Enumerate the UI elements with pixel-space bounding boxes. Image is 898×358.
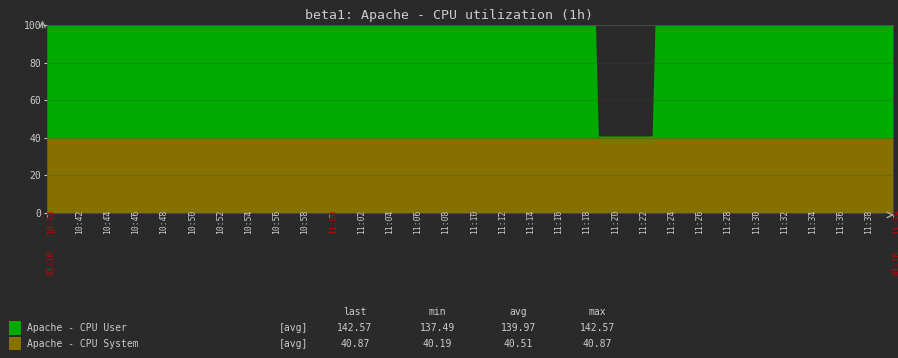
Text: 11:02: 11:02 xyxy=(357,210,365,234)
Text: 11:12: 11:12 xyxy=(497,210,506,234)
Text: 11:32: 11:32 xyxy=(779,210,788,234)
Text: Apache - CPU System: Apache - CPU System xyxy=(27,339,138,349)
Text: Apache - CPU User: Apache - CPU User xyxy=(27,323,127,333)
Text: 10:56: 10:56 xyxy=(272,210,281,234)
Text: avg: avg xyxy=(509,307,527,317)
Text: 01-18: 01-18 xyxy=(47,251,56,275)
Text: 10:50: 10:50 xyxy=(188,210,197,234)
Text: 11:36: 11:36 xyxy=(836,210,845,234)
Text: 11:24: 11:24 xyxy=(667,210,676,234)
Text: 11:16: 11:16 xyxy=(554,210,563,234)
Text: 11:06: 11:06 xyxy=(413,210,422,234)
Text: 142.57: 142.57 xyxy=(337,323,373,333)
Text: 11:18: 11:18 xyxy=(583,210,592,234)
Text: 11:10: 11:10 xyxy=(470,210,479,234)
Text: 10:52: 10:52 xyxy=(216,210,224,234)
Text: 11:30: 11:30 xyxy=(752,210,761,234)
Text: 10:48: 10:48 xyxy=(160,210,169,234)
Text: 40.19: 40.19 xyxy=(423,339,452,349)
Text: 11:20: 11:20 xyxy=(611,210,620,234)
Text: 11:34: 11:34 xyxy=(808,210,817,234)
Text: 137.49: 137.49 xyxy=(419,323,455,333)
Text: 11:39: 11:39 xyxy=(893,210,898,234)
Text: 10:44: 10:44 xyxy=(103,210,112,234)
Text: 11:08: 11:08 xyxy=(442,210,451,234)
Text: 10:46: 10:46 xyxy=(131,210,140,234)
Text: last: last xyxy=(343,307,366,317)
Text: [avg]: [avg] xyxy=(278,323,308,333)
Text: 11:28: 11:28 xyxy=(724,210,733,234)
Text: 10:54: 10:54 xyxy=(244,210,253,234)
Text: 10:39: 10:39 xyxy=(47,210,56,234)
Text: 11:38: 11:38 xyxy=(865,210,874,234)
Text: min: min xyxy=(428,307,446,317)
Text: 142.57: 142.57 xyxy=(579,323,615,333)
Text: 01-18: 01-18 xyxy=(893,251,898,275)
Text: 139.97: 139.97 xyxy=(500,323,536,333)
Text: max: max xyxy=(588,307,606,317)
Text: 40.87: 40.87 xyxy=(583,339,612,349)
Text: 11:26: 11:26 xyxy=(695,210,704,234)
Text: 11:00: 11:00 xyxy=(329,210,338,234)
Text: 40.51: 40.51 xyxy=(504,339,533,349)
Text: 40.87: 40.87 xyxy=(340,339,369,349)
Text: 11:14: 11:14 xyxy=(526,210,535,234)
Text: 10:42: 10:42 xyxy=(75,210,84,234)
Text: 11:04: 11:04 xyxy=(385,210,394,234)
Text: [avg]: [avg] xyxy=(278,339,308,349)
Text: 11:22: 11:22 xyxy=(638,210,647,234)
Text: 10:58: 10:58 xyxy=(301,210,310,234)
Text: beta1: Apache - CPU utilization (1h): beta1: Apache - CPU utilization (1h) xyxy=(305,9,593,22)
